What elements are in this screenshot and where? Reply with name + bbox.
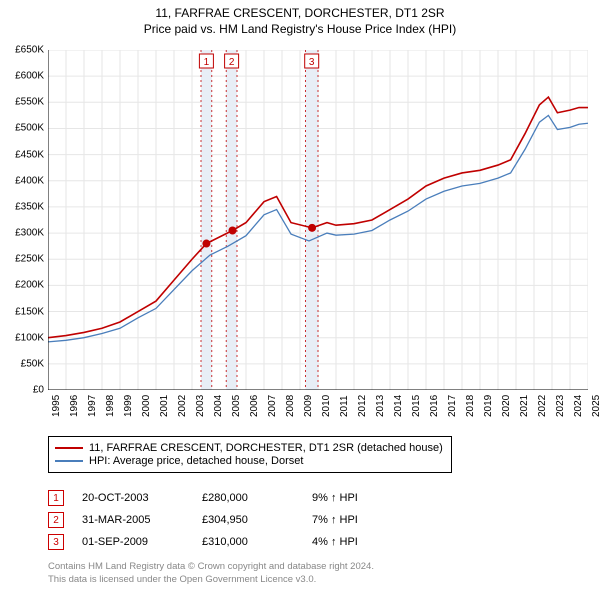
sale-diff: 9% ↑ HPI [312,492,432,504]
sale-row: 2 31-MAR-2005£304,9507% ↑ HPI [48,512,432,528]
x-tick-label: 1997 [87,395,98,417]
x-tick-label: 2018 [465,395,476,417]
y-tick-label: £600K [6,71,44,82]
chart-title: 11, FARFRAE CRESCENT, DORCHESTER, DT1 2S… [0,0,600,37]
x-tick-label: 2014 [393,395,404,417]
y-tick-label: £300K [6,228,44,239]
y-tick-label: £650K [6,45,44,56]
x-tick-label: 2017 [447,395,458,417]
x-tick-label: 2025 [591,395,600,417]
x-tick-label: 2019 [483,395,494,417]
sale-price: £304,950 [202,514,312,526]
x-tick-label: 2004 [213,395,224,417]
x-tick-label: 2016 [429,395,440,417]
x-tick-label: 2013 [375,395,386,417]
title-line-1: 11, FARFRAE CRESCENT, DORCHESTER, DT1 2S… [0,6,600,22]
sale-date: 31-MAR-2005 [82,514,202,526]
sale-diff: 4% ↑ HPI [312,536,432,548]
chart-area: 123 £0£50K£100K£150K£200K£250K£300K£350K… [48,50,588,390]
sales-table: 1 20-OCT-2003£280,0009% ↑ HPI 2 31-MAR-2005… [48,484,432,556]
y-tick-label: £150K [6,306,44,317]
legend-swatch [55,447,83,449]
legend-item: HPI: Average price, detached house, Dors… [55,455,445,467]
sale-date: 01-SEP-2009 [82,536,202,548]
legend-label: 11, FARFRAE CRESCENT, DORCHESTER, DT1 2S… [89,442,443,454]
x-tick-label: 2009 [303,395,314,417]
line-chart: 1 2 3 [48,50,588,390]
sale-marker-box: 1 [48,490,64,506]
x-tick-label: 1995 [51,395,62,417]
x-tick-label: 2011 [339,395,350,417]
sale-marker-box: 3 [48,534,64,550]
sale-marker-box: 2 [48,512,64,528]
legend-swatch [55,460,83,462]
y-tick-label: £400K [6,175,44,186]
legend-label: HPI: Average price, detached house, Dors… [89,455,303,467]
x-tick-label: 1996 [69,395,80,417]
y-tick-label: £0 [6,385,44,396]
y-tick-label: £450K [6,149,44,160]
x-tick-label: 2020 [501,395,512,417]
y-tick-label: £550K [6,97,44,108]
x-tick-label: 2005 [231,395,242,417]
y-tick-label: £250K [6,254,44,265]
x-tick-label: 2001 [159,395,170,417]
svg-text:2: 2 [229,57,235,68]
footer-line-2: This data is licensed under the Open Gov… [48,574,374,586]
title-line-2: Price paid vs. HM Land Registry's House … [0,22,600,38]
x-tick-label: 2023 [555,395,566,417]
x-tick-label: 1998 [105,395,116,417]
x-tick-label: 2010 [321,395,332,417]
x-tick-label: 2021 [519,395,530,417]
x-tick-label: 2015 [411,395,422,417]
footer-attribution: Contains HM Land Registry data © Crown c… [48,561,374,586]
sale-price: £310,000 [202,536,312,548]
x-tick-label: 2022 [537,395,548,417]
sale-row: 3 01-SEP-2009£310,0004% ↑ HPI [48,534,432,550]
x-tick-label: 2000 [141,395,152,417]
legend: 11, FARFRAE CRESCENT, DORCHESTER, DT1 2S… [48,436,452,473]
footer-line-1: Contains HM Land Registry data © Crown c… [48,561,374,573]
sale-diff: 7% ↑ HPI [312,514,432,526]
x-tick-label: 2007 [267,395,278,417]
y-tick-label: £500K [6,123,44,134]
y-tick-label: £100K [6,332,44,343]
y-tick-label: £350K [6,201,44,212]
x-tick-label: 1999 [123,395,134,417]
x-tick-label: 2006 [249,395,260,417]
x-tick-label: 2008 [285,395,296,417]
svg-text:1: 1 [204,57,210,68]
legend-item: 11, FARFRAE CRESCENT, DORCHESTER, DT1 2S… [55,442,445,454]
x-tick-label: 2002 [177,395,188,417]
y-tick-label: £50K [6,358,44,369]
svg-text:3: 3 [309,57,315,68]
sale-price: £280,000 [202,492,312,504]
sale-date: 20-OCT-2003 [82,492,202,504]
y-tick-label: £200K [6,280,44,291]
x-tick-label: 2024 [573,395,584,417]
x-tick-label: 2012 [357,395,368,417]
sale-row: 1 20-OCT-2003£280,0009% ↑ HPI [48,490,432,506]
x-tick-label: 2003 [195,395,206,417]
